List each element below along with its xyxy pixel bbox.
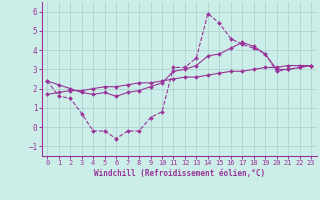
X-axis label: Windchill (Refroidissement éolien,°C): Windchill (Refroidissement éolien,°C) <box>94 169 265 178</box>
